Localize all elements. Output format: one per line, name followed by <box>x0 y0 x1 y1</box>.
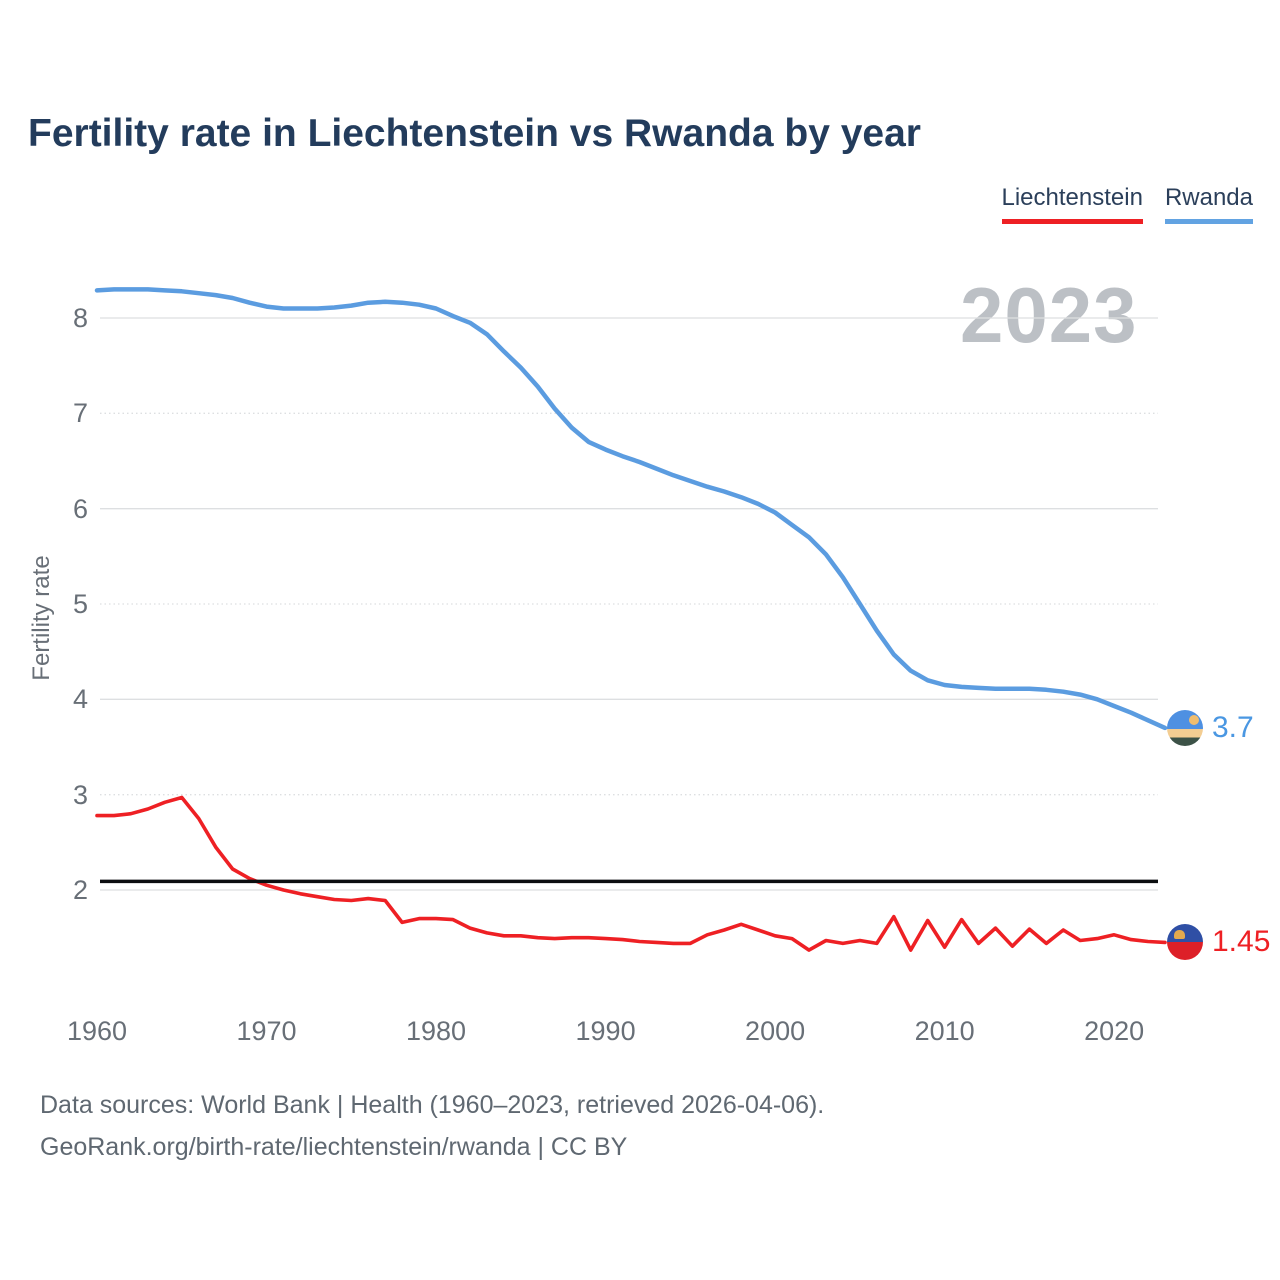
y-tick-label: 2 <box>72 874 88 905</box>
x-tick-label: 1980 <box>406 1016 467 1046</box>
x-tick-label: 1990 <box>575 1016 636 1046</box>
sun-icon <box>1189 714 1199 725</box>
rwanda-flag-icon <box>1167 709 1203 746</box>
rwanda-end-value: 3.7 <box>1212 710 1254 744</box>
footer-sources-line: Data sources: World Bank | Health (1960–… <box>40 1091 825 1119</box>
legend-item-rwanda[interactable]: Rwanda <box>1164 184 1253 224</box>
liechtenstein-flag-icon <box>1167 924 1203 961</box>
y-tick-label: 6 <box>72 493 88 524</box>
y-tick-label: 3 <box>72 779 88 810</box>
footer-attribution-line: GeoRank.org/birth-rate/liechtenstein/rwa… <box>40 1133 628 1161</box>
legend-item-liechtenstein[interactable]: Liechtenstein <box>1001 184 1143 224</box>
series-end-label-liechtenstein: 1.45 <box>1167 924 1271 961</box>
legend: Liechtenstein Rwanda <box>1001 184 1253 224</box>
x-tick-label: 2010 <box>914 1016 975 1046</box>
page-title: Fertility rate in Liechtenstein vs Rwand… <box>28 112 921 155</box>
x-tick-label: 1960 <box>66 1016 128 1046</box>
footer: Data sources: World Bank | Health (1960–… <box>40 1084 824 1168</box>
y-tick-label: 7 <box>72 398 88 429</box>
y-tick-label: 5 <box>72 588 88 619</box>
x-tick-label: 1970 <box>236 1016 297 1046</box>
series-end-label-rwanda: 3.7 <box>1167 709 1254 746</box>
x-tick-label: 2020 <box>1084 1016 1145 1046</box>
watermark-year: 2023 <box>960 271 1138 359</box>
y-tick-label: 4 <box>72 684 88 715</box>
y-tick-label: 8 <box>72 303 88 333</box>
liechtenstein-end-value: 1.45 <box>1212 925 1271 959</box>
x-tick-label: 2000 <box>745 1016 806 1046</box>
crown-icon <box>1174 930 1185 940</box>
